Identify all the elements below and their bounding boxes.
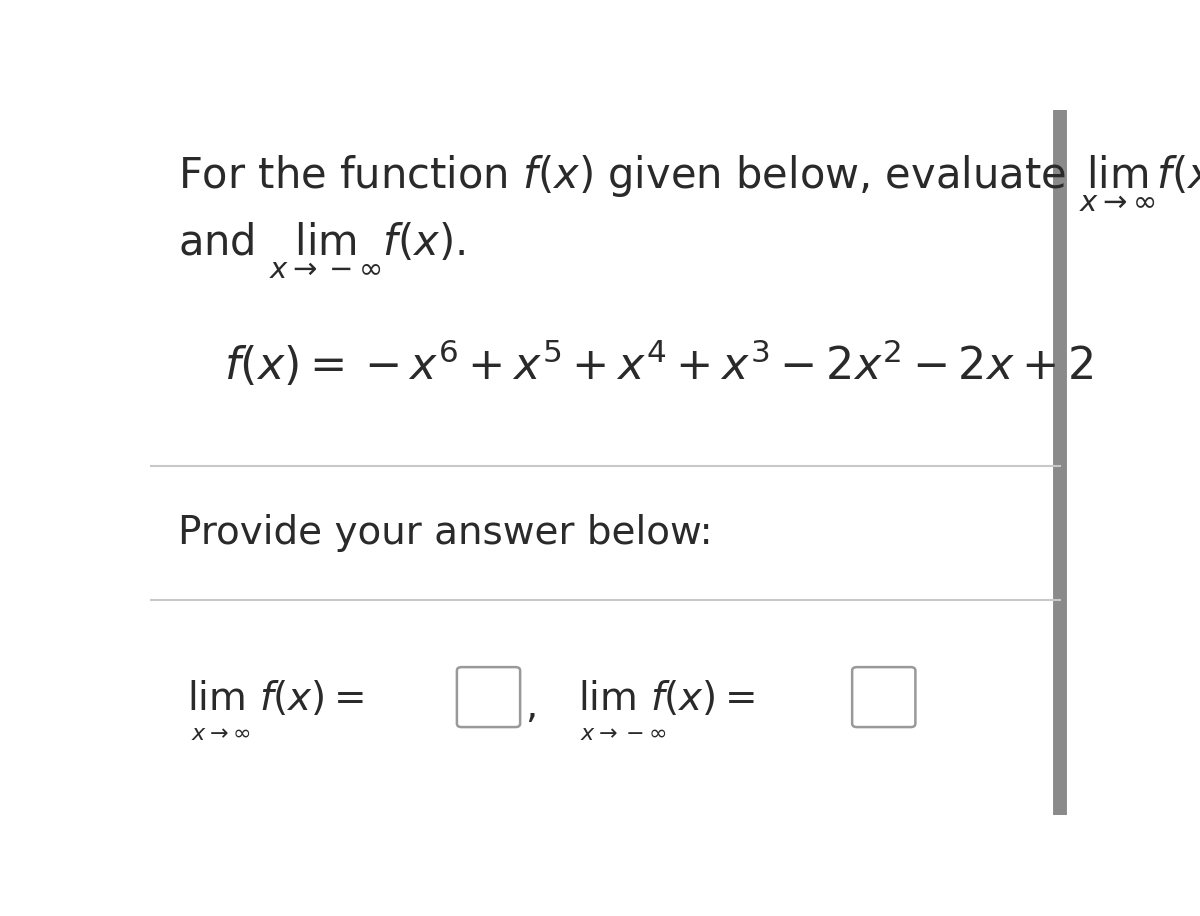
Text: Provide your answer below:: Provide your answer below: — [178, 514, 713, 552]
Text: For the function $f(x)$ given below, evaluate $\underset{x\to\infty}{\lim} f(x)$: For the function $f(x)$ given below, eva… — [178, 154, 1200, 214]
Text: $\lim\ f(x) =$: $\lim\ f(x) =$ — [578, 680, 755, 718]
Text: and $\underset{x\to-\infty}{\lim} f(x)$.: and $\underset{x\to-\infty}{\lim} f(x)$. — [178, 221, 466, 281]
Text: $\lim\ f(x) =$: $\lim\ f(x) =$ — [187, 680, 365, 718]
FancyBboxPatch shape — [852, 667, 916, 727]
Text: ,: , — [524, 687, 538, 725]
FancyBboxPatch shape — [457, 667, 520, 727]
Text: $x \to \infty$: $x \to \infty$ — [191, 725, 250, 744]
Text: $x \to -\infty$: $x \to -\infty$ — [580, 725, 666, 744]
Text: $f(x) = -x^6 + x^5 + x^4 + x^3 - 2x^2 - 2x + 2$: $f(x) = -x^6 + x^5 + x^4 + x^3 - 2x^2 - … — [224, 339, 1093, 389]
